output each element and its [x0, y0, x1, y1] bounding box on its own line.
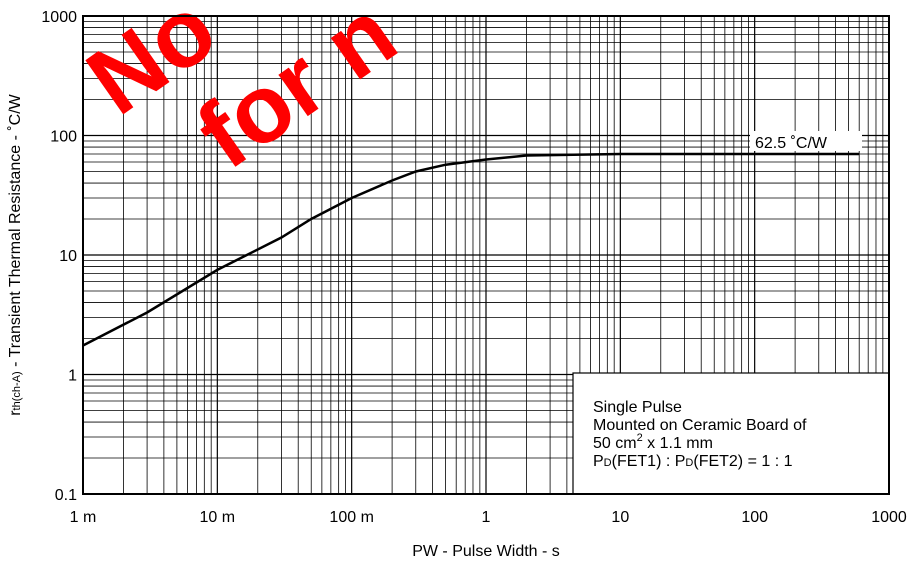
- x-tick-label: 100 m: [329, 509, 373, 526]
- y-tick-label: 10: [59, 248, 77, 265]
- y-tick-label: 100: [50, 129, 77, 146]
- watermark: for n: [179, 0, 415, 189]
- y-axis-label: rth(ch-A) - Transient Thermal Resistance…: [7, 93, 24, 415]
- line-series: [82, 152, 860, 347]
- text-part: r: [7, 410, 24, 416]
- plot-frame: [82, 15, 890, 495]
- annotation-bg: [750, 131, 862, 151]
- annotation: 62.5 ˚C/W: [755, 135, 828, 152]
- text-part: (FET1) : P: [612, 453, 686, 470]
- note-line: Single Pulse: [593, 399, 682, 416]
- x-tick-label: 1: [482, 509, 491, 526]
- y-tick-label: 1000: [41, 9, 77, 26]
- text-part: (FET2) = 1 : 1: [693, 453, 792, 470]
- x-tick-label: 1 m: [70, 509, 97, 526]
- x-tick-label: 10: [611, 509, 629, 526]
- text-part: 2: [637, 432, 643, 444]
- x-tick-label: 1000: [871, 509, 907, 526]
- text-part: D: [685, 457, 693, 469]
- x-tick-label: 100: [741, 509, 768, 526]
- note-box: [572, 372, 890, 495]
- note-line: Mounted on Ceramic Board of: [593, 417, 807, 434]
- y-tick-label: 1: [68, 368, 77, 385]
- x-tick-label: 10 m: [200, 509, 236, 526]
- note-line: 50 cm2 x 1.1 mm: [593, 432, 713, 452]
- y-tick-label: 0.1: [55, 487, 77, 504]
- text-part: D: [604, 457, 612, 469]
- text-part: - Transient Thermal Resistance - ˚C/W: [7, 93, 24, 371]
- text-part: x 1.1 mm: [643, 435, 713, 452]
- text-part: 50 cm: [593, 435, 637, 452]
- x-axis-label: PW - Pulse Width - s: [412, 543, 560, 560]
- text-part: th(ch-A): [11, 371, 23, 410]
- text-part: P: [593, 453, 604, 470]
- note-line: PD(FET1) : PD(FET2) = 1 : 1: [593, 453, 793, 470]
